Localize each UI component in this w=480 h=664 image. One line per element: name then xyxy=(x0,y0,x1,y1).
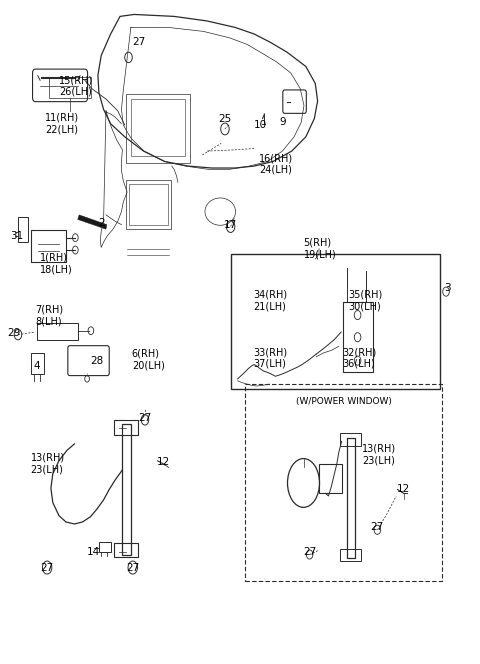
Text: (W/POWER WINDOW): (W/POWER WINDOW) xyxy=(297,397,392,406)
Bar xyxy=(130,185,168,224)
Text: 29: 29 xyxy=(8,328,21,338)
Text: 16(RH)
24(LH): 16(RH) 24(LH) xyxy=(259,153,293,175)
Bar xyxy=(340,549,361,561)
Text: 27: 27 xyxy=(40,562,54,572)
Text: 10: 10 xyxy=(253,120,267,130)
Bar xyxy=(343,302,373,373)
Text: 4: 4 xyxy=(34,361,40,371)
Bar xyxy=(31,230,66,262)
Bar xyxy=(18,218,28,242)
Text: 13(RH)
23(LH): 13(RH) 23(LH) xyxy=(362,444,396,465)
Bar xyxy=(230,254,440,389)
Text: 31: 31 xyxy=(10,230,23,240)
Bar xyxy=(347,438,355,558)
Bar xyxy=(114,543,138,557)
Text: 1(RH)
18(LH): 1(RH) 18(LH) xyxy=(40,253,73,274)
Bar xyxy=(126,94,190,163)
Text: 32(RH)
36(LH): 32(RH) 36(LH) xyxy=(343,347,377,369)
Text: 27: 27 xyxy=(126,562,139,572)
Text: 3: 3 xyxy=(444,283,450,293)
Bar xyxy=(37,323,78,340)
Bar xyxy=(340,433,361,446)
Text: 2: 2 xyxy=(98,218,105,228)
Text: 12: 12 xyxy=(157,457,170,467)
Bar xyxy=(126,181,171,229)
Text: 14: 14 xyxy=(86,547,100,557)
Bar xyxy=(114,420,138,435)
Text: 27: 27 xyxy=(132,37,145,47)
Bar xyxy=(122,424,131,554)
Bar xyxy=(319,464,342,493)
Text: 15(RH)
26(LH): 15(RH) 26(LH) xyxy=(59,75,93,97)
Bar xyxy=(31,353,44,374)
Text: 11(RH)
22(LH): 11(RH) 22(LH) xyxy=(45,113,79,135)
Text: 7(RH)
8(LH): 7(RH) 8(LH) xyxy=(36,305,63,327)
Text: 28: 28 xyxy=(90,357,103,367)
Text: 27: 27 xyxy=(371,522,384,533)
Text: 9: 9 xyxy=(279,118,286,127)
Text: 33(RH)
37(LH): 33(RH) 37(LH) xyxy=(253,347,288,369)
Text: 34(RH)
21(LH): 34(RH) 21(LH) xyxy=(253,290,288,311)
Text: 27: 27 xyxy=(303,547,316,557)
Text: 12: 12 xyxy=(397,485,410,495)
Bar xyxy=(48,77,91,98)
Bar xyxy=(99,542,110,552)
Text: 5(RH)
19(LH): 5(RH) 19(LH) xyxy=(303,238,336,260)
Text: 13(RH)
23(LH): 13(RH) 23(LH) xyxy=(31,453,65,474)
Text: 35(RH)
30(LH): 35(RH) 30(LH) xyxy=(348,290,383,311)
Polygon shape xyxy=(78,215,107,229)
Text: 6(RH)
20(LH): 6(RH) 20(LH) xyxy=(132,349,165,370)
Text: 25: 25 xyxy=(218,114,231,124)
Bar xyxy=(131,99,185,156)
Text: 17: 17 xyxy=(224,220,237,230)
Text: 27: 27 xyxy=(138,413,152,423)
Bar xyxy=(245,384,442,580)
